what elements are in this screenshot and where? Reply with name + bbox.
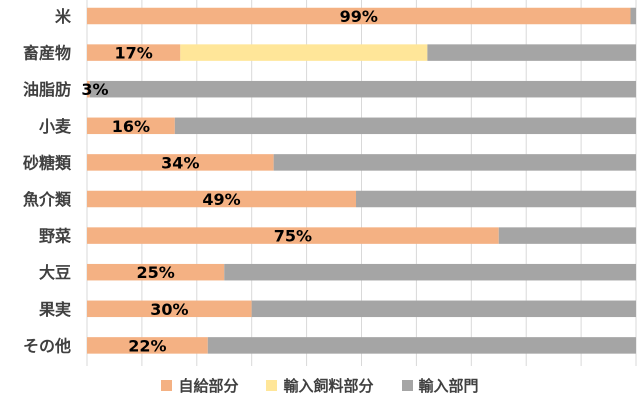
category-label: その他 (23, 336, 71, 355)
legend-swatch-imported (401, 379, 413, 391)
bar-segment (87, 7, 631, 25)
bar-segment (87, 227, 499, 244)
bar-segment (174, 117, 636, 135)
data-label: 99% (340, 7, 378, 26)
bar-segment (87, 300, 252, 318)
data-label: 34% (161, 153, 199, 172)
data-label: 49% (202, 190, 240, 209)
bar-segment (87, 263, 225, 281)
data-labels: 99% 17% 3%16% 34%49% 75% 25% 30% 22% (81, 7, 377, 355)
bar-segment (498, 227, 636, 244)
data-label: 75% (274, 227, 312, 246)
category-label: 大豆 (39, 263, 71, 282)
legend-label-imported-feed: 輸入飼料部分 (283, 376, 374, 395)
data-label: 30% (150, 300, 188, 319)
bar-segment (87, 80, 90, 98)
bar-segment (87, 44, 181, 61)
bar-segment (273, 154, 636, 171)
data-label: 22% (128, 336, 166, 355)
category-label: 砂糖類 (23, 153, 72, 172)
legend-label-imported: 輸入部門 (418, 376, 479, 395)
bar-segment (630, 7, 636, 25)
category-label: 野菜 (39, 227, 71, 246)
bar-segment (87, 117, 175, 135)
category-label: 果実 (38, 300, 71, 319)
category-label: 畜産物 (23, 44, 71, 63)
legend-item-imported-feed: 輸入飼料部分 (266, 375, 374, 396)
bar-segment (180, 44, 428, 61)
bar-segment (356, 190, 636, 208)
bar-segment (87, 154, 274, 171)
category-label: 米 (55, 7, 72, 26)
bars (87, 7, 637, 354)
bar-segment (207, 337, 636, 354)
legend-item-imported: 輸入部門 (401, 375, 479, 396)
category-label: 油脂肪 (23, 80, 71, 99)
bar-segment (87, 190, 357, 208)
bar-segment (224, 263, 636, 281)
data-label: 17% (115, 44, 153, 63)
category-label: 小麦 (39, 117, 72, 136)
legend-item-self-sufficient: 自給部分 (161, 375, 238, 396)
bar-segment (251, 300, 636, 318)
legend-swatch-imported-feed (266, 379, 278, 391)
data-label: 16% (112, 117, 150, 136)
legend: 自給部分 輸入飼料部分 輸入部門 (0, 372, 640, 398)
bar-segment (89, 80, 637, 98)
legend-label-self-sufficient: 自給部分 (178, 376, 239, 395)
data-label: 3% (81, 80, 108, 99)
category-label: 魚介類 (23, 190, 72, 209)
data-label: 25% (136, 263, 174, 282)
bar-segment (87, 337, 208, 354)
legend-swatch-self-sufficient (161, 379, 173, 391)
bar-segment (427, 44, 636, 61)
